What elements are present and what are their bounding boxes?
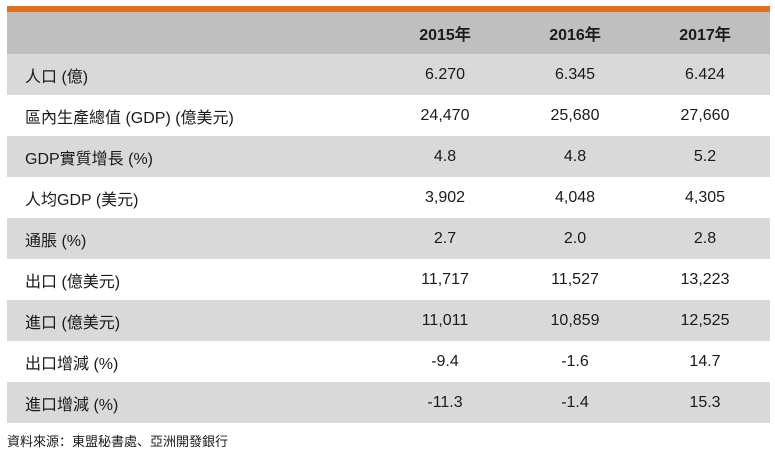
table-row: 區內生產總值 (GDP) (億美元) 24,470 25,680 27,660: [7, 95, 770, 136]
table-row: GDP實質增長 (%) 4.8 4.8 5.2: [7, 136, 770, 177]
cell-2015: 24,470: [420, 106, 470, 124]
row-label: 出口 (億美元): [25, 273, 121, 291]
accent-bar: [7, 6, 770, 12]
cell-2016: 6.345: [554, 65, 596, 83]
cell-2016: 2.0: [563, 229, 587, 247]
table-row: 人均GDP (美元) 3,902 4,048 4,305: [7, 177, 770, 218]
cell-2017: 5.2: [693, 147, 717, 165]
row-label: 人均GDP (美元): [25, 191, 139, 209]
row-label: 區內生產總值 (GDP) (億美元): [25, 109, 234, 127]
row-label: 通脹 (%): [25, 232, 87, 250]
cell-2016: -1.6: [561, 352, 589, 370]
cell-2015: 3,902: [424, 188, 466, 206]
cell-2016: -1.4: [561, 393, 589, 411]
header-year-2017: 2017年: [679, 27, 731, 44]
cell-2015: 11,011: [421, 311, 469, 329]
header-year-2016: 2016年: [549, 27, 601, 44]
cell-2017: 14.7: [689, 352, 721, 370]
cell-2016: 25,680: [550, 106, 600, 124]
table-row: 出口 (億美元) 11,717 11,527 13,223: [7, 259, 770, 300]
cell-2016: 11,527: [551, 270, 599, 288]
header-blank: [7, 12, 380, 54]
cell-2017: 12,525: [680, 311, 730, 329]
table-row: 人口 (億) 6.270 6.345 6.424: [7, 54, 770, 95]
cell-2015: -11.3: [427, 393, 463, 411]
row-label: 進口增減 (%): [25, 396, 119, 414]
cell-2017: 15.3: [689, 393, 721, 411]
row-label: 人口 (億): [25, 68, 89, 86]
row-label: 進口 (億美元): [25, 314, 121, 332]
cell-2017: 27,660: [680, 106, 730, 124]
cell-2017: 6.424: [684, 65, 726, 83]
cell-2017: 13,223: [680, 270, 730, 288]
cell-2015: 2.7: [433, 229, 457, 247]
cell-2015: -9.4: [431, 352, 459, 370]
cell-2016: 4.8: [563, 147, 587, 165]
cell-2016: 4,048: [554, 188, 596, 206]
table-row: 進口 (億美元) 11,011 10,859 12,525: [7, 300, 770, 341]
economic-indicators-table: 2015年 2016年 2017年 人口 (億) 6.270 6.345 6.4…: [7, 12, 770, 423]
cell-2017: 2.8: [693, 229, 717, 247]
cell-2017: 4,305: [684, 188, 726, 206]
cell-2016: 10,859: [550, 311, 600, 329]
cell-2015: 11,717: [421, 270, 469, 288]
table-row: 進口增減 (%) -11.3 -1.4 15.3: [7, 382, 770, 423]
cell-2015: 6.270: [424, 65, 466, 83]
row-label: 出口增減 (%): [25, 355, 119, 373]
row-label: GDP實質增長 (%): [25, 150, 154, 168]
table-row: 出口增減 (%) -9.4 -1.6 14.7: [7, 341, 770, 382]
table-row: 通脹 (%) 2.7 2.0 2.8: [7, 218, 770, 259]
header-year-2015: 2015年: [419, 27, 471, 44]
cell-2015: 4.8: [433, 147, 457, 165]
table-header-row: 2015年 2016年 2017年: [7, 12, 770, 54]
source-note: 資料來源：東盟秘書處、亞洲開發銀行: [7, 434, 229, 449]
